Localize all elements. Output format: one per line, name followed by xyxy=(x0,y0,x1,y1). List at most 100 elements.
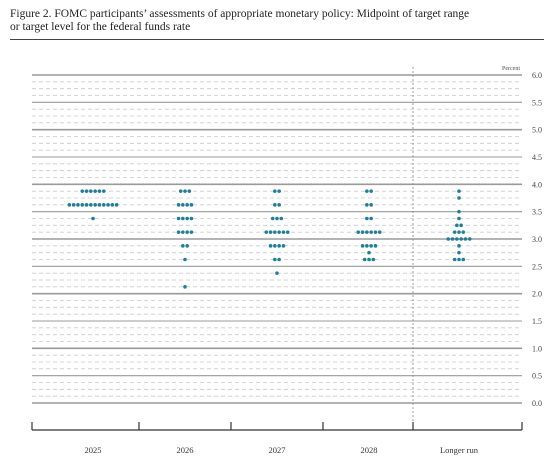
dot-marker xyxy=(369,189,373,193)
dot-marker xyxy=(461,257,466,262)
dot-marker xyxy=(89,189,93,193)
dot-marker xyxy=(93,189,97,193)
dot-marker xyxy=(457,244,461,248)
dot-marker xyxy=(369,230,373,234)
dot-marker xyxy=(365,230,369,234)
dot-marker xyxy=(360,230,365,234)
dot-marker xyxy=(189,216,194,221)
y-tick-label: 2.5 xyxy=(532,262,542,271)
dot-marker xyxy=(277,230,281,234)
dot-marker xyxy=(181,203,185,207)
dot-marker xyxy=(365,216,369,221)
dot-marker xyxy=(371,257,376,262)
dot-marker xyxy=(93,203,97,207)
dot-marker xyxy=(452,257,457,262)
dot-marker xyxy=(457,250,461,255)
dot-marker xyxy=(457,230,461,234)
dot-marker xyxy=(356,230,361,234)
dot-marker xyxy=(367,250,371,255)
dot-marker xyxy=(101,203,106,207)
dot-marker xyxy=(178,189,183,193)
category-label: Longer run xyxy=(440,445,479,455)
y-tick-label: 1.0 xyxy=(532,344,542,353)
dot-marker xyxy=(97,203,102,207)
dot-marker xyxy=(183,189,187,193)
dot-marker xyxy=(183,257,187,262)
category-label: 2028 xyxy=(361,445,378,455)
dot-marker xyxy=(285,230,290,234)
dot-marker xyxy=(457,189,461,193)
dot-marker xyxy=(277,203,281,207)
dot-marker xyxy=(360,244,365,248)
dot-marker xyxy=(91,216,95,221)
dot-marker xyxy=(76,203,80,207)
dot-marker xyxy=(273,203,277,207)
dot-marker xyxy=(268,230,273,234)
dot-marker xyxy=(67,203,72,207)
y-tick-label: 5.5 xyxy=(532,98,542,107)
dot-marker xyxy=(373,244,378,248)
title-rule xyxy=(10,39,544,40)
dot-marker xyxy=(84,203,89,207)
dot-marker xyxy=(275,216,279,221)
dot-marker xyxy=(189,230,194,234)
dot-marker xyxy=(457,216,461,221)
y-tick-label: 2.0 xyxy=(532,290,542,299)
dot-marker xyxy=(279,216,284,221)
dot-marker xyxy=(277,244,281,248)
dot-marker xyxy=(84,189,89,193)
dot-marker xyxy=(277,189,281,193)
dot-marker xyxy=(181,244,185,248)
dot-marker xyxy=(455,223,459,228)
dot-marker xyxy=(365,244,369,248)
dot-marker xyxy=(273,244,277,248)
dot-marker xyxy=(176,230,181,234)
dot-marker xyxy=(270,216,275,221)
grid-lines xyxy=(32,74,522,404)
dot-marker xyxy=(185,203,189,207)
dot-marker xyxy=(467,237,472,241)
dot-marker xyxy=(362,257,367,262)
dot-marker xyxy=(457,209,461,214)
dot-marker xyxy=(114,203,119,207)
y-tick-label: 1.5 xyxy=(532,317,542,326)
dot-marker xyxy=(101,189,106,193)
dot-marker xyxy=(459,223,463,228)
dot-marker xyxy=(176,203,181,207)
category-label: 2027 xyxy=(269,445,286,455)
dot-marker xyxy=(377,230,382,234)
dot-marker xyxy=(277,257,281,262)
dot-marker xyxy=(273,257,277,262)
dot-marker xyxy=(97,189,102,193)
dot-marker xyxy=(459,237,463,241)
dot-marker xyxy=(273,230,277,234)
y-tick-label: 3.0 xyxy=(532,235,542,244)
dot-marker xyxy=(183,285,187,289)
y-tick-label: 0.0 xyxy=(532,399,542,408)
dot-marker xyxy=(185,216,189,221)
figure-title-line-1: Figure 2. FOMC participants’ assessments… xyxy=(10,8,470,20)
y-tick-label: 0.5 xyxy=(532,372,542,381)
dot-marker xyxy=(281,244,286,248)
dot-marker xyxy=(365,203,369,207)
dot-marker xyxy=(365,189,369,193)
dot-marker xyxy=(369,216,373,221)
figure-title-line-2: or target level for the federal funds ra… xyxy=(10,21,191,33)
dot-marker xyxy=(373,230,378,234)
dot-marker xyxy=(369,244,373,248)
dot-marker xyxy=(80,189,85,193)
dot-marker xyxy=(452,230,457,234)
y-tick-label: 4.0 xyxy=(532,180,542,189)
dot-marker xyxy=(189,203,194,207)
y-tick-label: 6.0 xyxy=(532,71,542,80)
dot-marker xyxy=(264,230,269,234)
dot-marker xyxy=(457,257,461,262)
dot-marker xyxy=(110,203,115,207)
dot-marker xyxy=(185,230,189,234)
y-axis-ticks: 6.0 5.5 5.0 4.5 4.0 3.5 3.0 2.5 2.0 1.5 1.0 0.5 0.0 xyxy=(532,71,542,408)
dot-marker xyxy=(80,203,85,207)
y-tick-label: 5.0 xyxy=(532,126,542,135)
figure-title: Figure 2. FOMC participants’ assessments… xyxy=(10,8,544,34)
category-label: 2025 xyxy=(85,445,102,455)
y-tick-label: 4.5 xyxy=(532,153,542,162)
